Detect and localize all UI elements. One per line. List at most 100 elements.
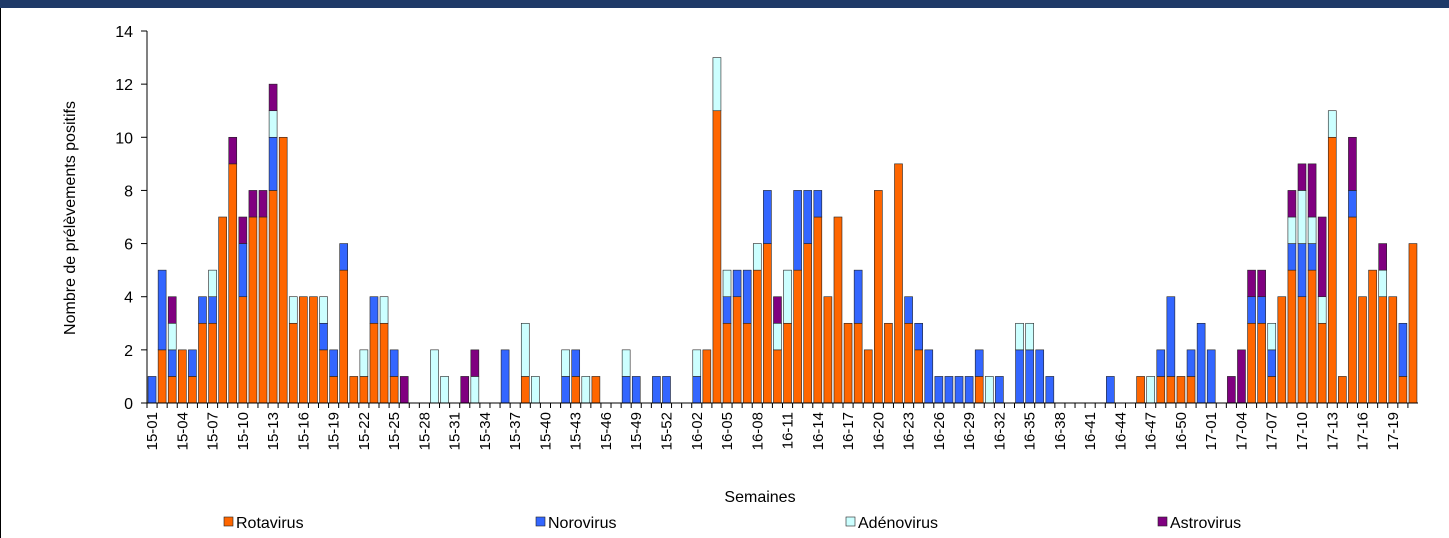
bar-segment [1307,216,1317,244]
bar-segment [1166,376,1176,404]
bar-segment [571,376,581,404]
bar-segment [268,83,278,112]
bar-segment [863,349,873,404]
bar-segment [248,190,258,218]
bar-segment [167,322,177,351]
x-tick-label: 15-40 [537,412,554,450]
bar-segment [1176,376,1186,404]
x-tick-label: 16-23 [901,412,918,450]
bar-segment [531,376,540,404]
bar-segment [329,376,338,404]
bar-segment [894,163,903,404]
legend-swatch [223,516,234,527]
x-tick-label: 16-29 [961,412,978,450]
x-tick-label: 16-14 [810,412,827,450]
bar-segment [1378,243,1387,271]
bar-segment [904,296,913,324]
bar-segment [904,322,913,404]
bar-segment [1408,243,1418,404]
bar-segment [319,296,328,324]
bar-segment [369,296,379,324]
bar-segment [732,296,742,404]
bar-segment [984,376,994,404]
bar-segment [258,190,268,218]
bar-segment [470,376,480,404]
x-tick-label: 15-46 [598,412,615,450]
x-tick-label: 16-02 [689,412,706,450]
bar-segment [752,269,762,404]
x-tick-label: 16-47 [1143,412,1160,450]
x-tick-label: 16-50 [1173,412,1190,450]
x-tick-label: 15-01 [144,412,161,450]
bar-segment [500,349,510,404]
bar-segment [1015,349,1024,404]
bar-segment [198,322,207,404]
x-tick-label: 15-37 [507,412,524,450]
bar-segment [773,296,782,324]
bar-segment [581,376,591,404]
bar-segment [1267,322,1277,351]
x-tick-label: 17-01 [1203,412,1220,450]
y-tick-label: 12 [115,77,133,94]
bar-segment [813,216,823,404]
bar-segment [1307,243,1317,271]
bar-segment [884,322,893,404]
y-tick-label: 0 [124,396,133,413]
bar-segment [1388,296,1398,404]
x-tick-label: 17-13 [1324,412,1341,450]
bar-segment [853,322,863,404]
bar-segment [1267,349,1277,377]
bar-segment [692,349,702,377]
bar-segment [722,269,732,298]
x-tick-label: 16-05 [719,412,736,450]
bar-segment [198,296,207,324]
bar-segment [974,349,984,377]
bar-segment [1307,163,1317,218]
bar-segment [773,349,782,404]
bar-segment [813,190,823,218]
bar-segment [319,349,328,404]
bar-segment [1378,269,1387,298]
bar-segment [621,349,631,377]
bar-segment [712,57,722,112]
y-tick-label: 10 [115,130,133,147]
legend-label: Adénovirus [858,515,938,532]
x-tick-label: 16-41 [1082,412,1099,450]
bar-segment [1025,349,1034,404]
bar-segment [1166,296,1176,377]
bar-segment [662,376,671,404]
bar-segment [833,216,843,404]
bar-segment [722,296,732,324]
bar-segment [934,376,944,404]
legend-swatch [535,516,546,527]
bar-segment [1297,243,1307,298]
bar-segment [1237,349,1246,404]
x-tick-label: 17-07 [1264,412,1281,450]
bar-segment [1227,376,1236,404]
x-tick-label: 17-16 [1355,412,1372,450]
bar-segment [752,243,762,271]
bar-segment [399,376,409,404]
bar-segment [288,322,298,404]
bar-segment [359,349,369,377]
x-tick-label: 15-04 [174,412,191,450]
bar-segment [329,349,338,377]
bar-segment [964,376,974,404]
bar-segment [238,296,248,404]
bar-segment [319,322,328,351]
bar-segment [1348,136,1357,191]
bar-segment [339,243,349,271]
bar-segment [1317,296,1327,324]
bar-segment [268,110,278,138]
bar-segment [1146,376,1155,404]
y-tick-label: 14 [115,24,133,41]
bar-segment [157,349,167,404]
bar-segment [1206,349,1216,404]
bar-segment [793,269,802,404]
bar-segment [763,190,772,244]
x-tick-label: 16-11 [780,412,797,449]
bar-segment [1257,269,1266,298]
bar-segment [248,216,258,404]
bar-segment [460,376,470,404]
